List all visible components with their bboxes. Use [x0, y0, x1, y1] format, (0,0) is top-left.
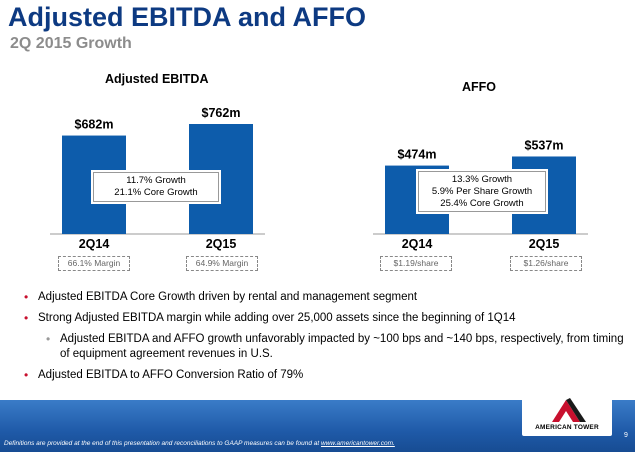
affo-callout-line-1: 13.3% Growth	[451, 174, 513, 185]
bullet-item: • Strong Adjusted EBITDA margin while add…	[24, 311, 624, 326]
category-label: 2Q15	[206, 237, 237, 251]
company-logo: AMERICAN TOWER	[522, 392, 612, 436]
bullet-item: • Adjusted EBITDA Core Growth driven by r…	[24, 290, 624, 305]
charts-canvas: $682m 2Q14 $762m 2Q15 $474m 2Q14 $537m 2Q15	[50, 106, 588, 251]
footer-note: Definitions are provided at the end of t…	[4, 440, 395, 447]
category-label: 2Q14	[402, 237, 433, 251]
affo-callout-line-3: 25.4% Core Growth	[440, 198, 524, 209]
ebitda-callout-line-2: 21.1% Core Growth	[114, 187, 198, 198]
bullet-text: Adjusted EBITDA Core Growth driven by re…	[38, 291, 418, 303]
bar-value-label: $682m	[75, 118, 114, 132]
bullet-text: Strong Adjusted EBITDA margin while addi…	[38, 312, 516, 324]
affo-growth-callout: 13.3% Growth 5.9% Per Share Growth 25.4%…	[418, 171, 546, 212]
affo-per-share-2q15: $1.26/share	[510, 256, 582, 271]
bullet-marker: •	[24, 290, 29, 304]
bar-value-label: $537m	[525, 138, 564, 152]
bullet-text: Adjusted EBITDA and AFFO growth unfavora…	[60, 333, 624, 360]
ebitda-growth-callout: 11.7% Growth 21.1% Core Growth	[93, 172, 219, 202]
bullet-text: Adjusted EBITDA to AFFO Conversion Ratio…	[38, 369, 304, 381]
sub-bullet-item: • Adjusted EBITDA and AFFO growth unfavor…	[46, 332, 624, 362]
chart-title-ebitda: Adjusted EBITDA	[105, 72, 209, 86]
bullet-marker: •	[24, 311, 29, 325]
ebitda-callout-line-1: 11.7% Growth	[126, 175, 186, 186]
footer-note-text: Definitions are provided at the end of t…	[4, 440, 322, 447]
logo-text: AMERICAN TOWER	[535, 424, 599, 431]
page-title: Adjusted EBITDA and AFFO	[8, 2, 366, 32]
affo-per-share-2q14: $1.19/share	[380, 256, 452, 271]
page-number: 9	[624, 432, 628, 439]
footer-link[interactable]: www.americantower.com.	[321, 440, 395, 447]
ebitda-margin-2q15: 64.9% Margin	[186, 256, 258, 271]
category-label: 2Q15	[529, 237, 560, 251]
tower-logo-icon	[552, 398, 586, 422]
ebitda-margin-2q14: 66.1% Margin	[58, 256, 130, 271]
bullet-marker: •	[24, 368, 29, 382]
category-label: 2Q14	[79, 237, 110, 251]
affo-callout-line-2: 5.9% Per Share Growth	[431, 186, 533, 197]
page-subtitle: 2Q 2015 Growth	[10, 35, 132, 52]
chart-title-affo: AFFO	[462, 80, 497, 94]
bullet-item: • Adjusted EBITDA to AFFO Conversion Rati…	[24, 368, 624, 383]
sub-bullet-marker: •	[46, 332, 51, 346]
bar-value-label: $762m	[202, 106, 241, 120]
bar-value-label: $474m	[398, 148, 437, 162]
bullet-list: • Adjusted EBITDA Core Growth driven by r…	[24, 290, 624, 389]
